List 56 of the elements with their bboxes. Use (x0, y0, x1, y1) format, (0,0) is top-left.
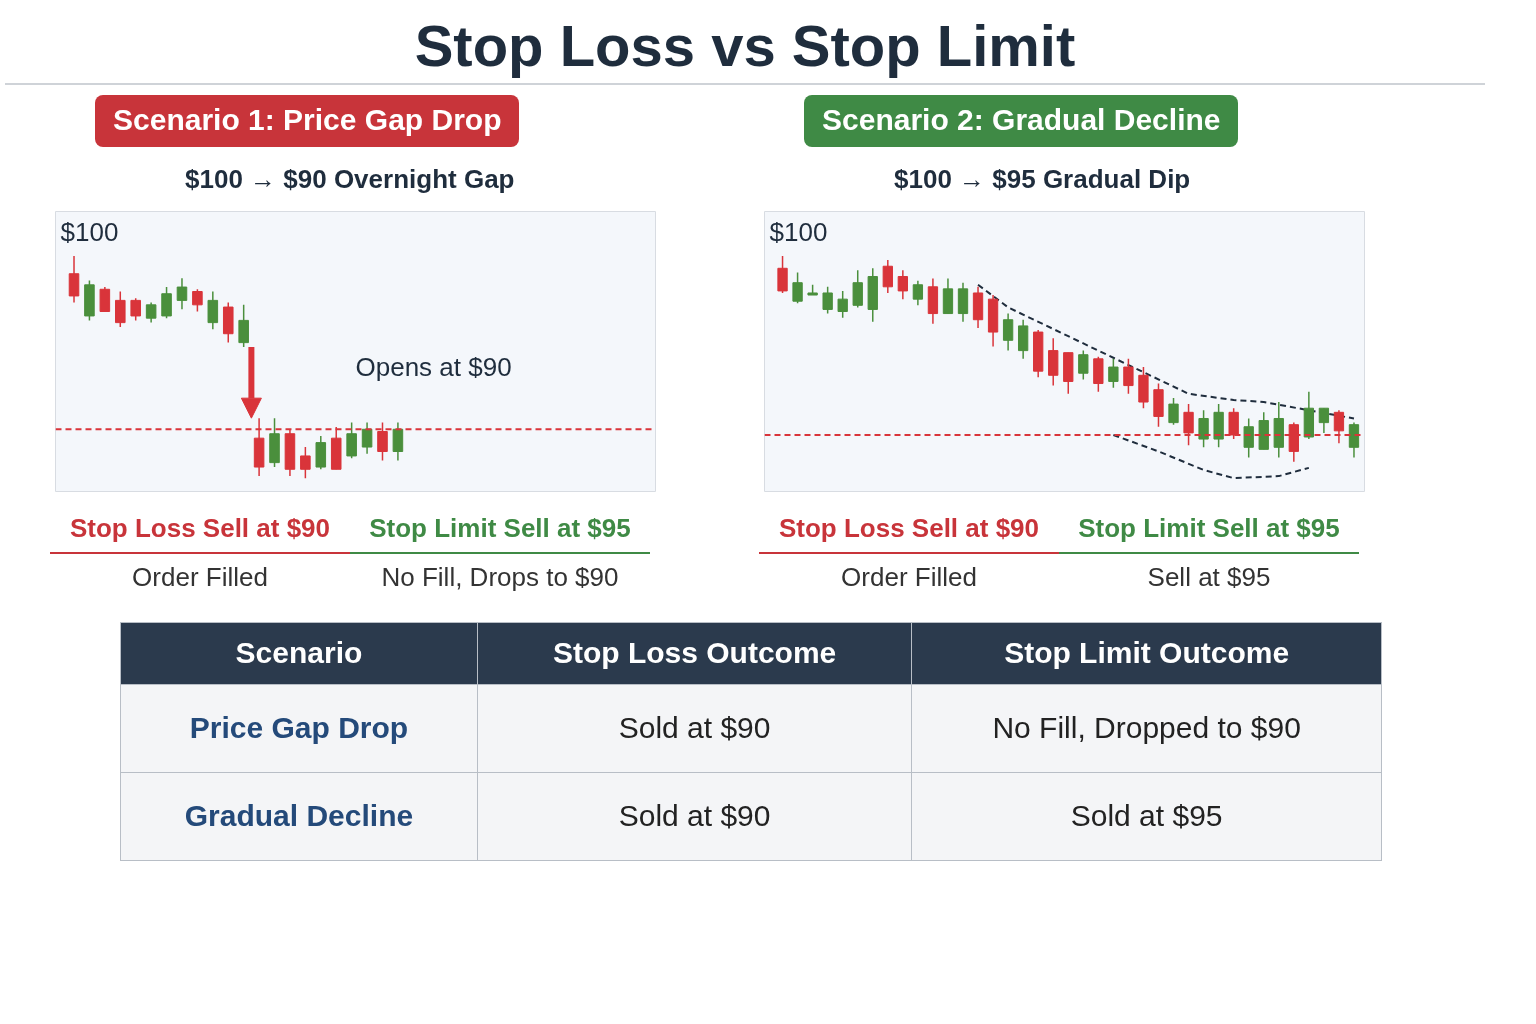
text: Gradual Decline (120, 772, 478, 861)
text: Order Filled (840, 561, 978, 595)
candlestick (1348, 421, 1360, 459)
candlestick (1078, 349, 1089, 381)
text: Stop Limit Sell at $95 (1059, 505, 1359, 554)
candlestick (882, 259, 893, 294)
text: Stop Limit Sell at $95 (350, 505, 650, 554)
chart-title: Scenario 1: Price Gap Drop (113, 102, 502, 138)
candlestick (130, 297, 141, 322)
candlestick (912, 279, 924, 307)
candlestick (392, 421, 404, 462)
text: Stop Loss Sell at $90 (759, 505, 1059, 554)
text: Stop Loss vs Stop Limit (414, 12, 1076, 80)
candlestick (1318, 407, 1330, 434)
candlestick (115, 290, 126, 328)
candlestick (1108, 358, 1119, 389)
candlestick (1002, 312, 1014, 352)
text: Sold at $90 (477, 684, 912, 773)
chart-subtitle: $100 → $90 Overnight Gap (185, 163, 515, 196)
candlestick (1123, 358, 1134, 395)
candlestick (777, 255, 788, 294)
candlestick (346, 421, 357, 459)
text: $100 (60, 216, 119, 247)
candlestick (207, 290, 219, 331)
text: Sold at $95 (911, 772, 1382, 861)
candlestick (176, 277, 188, 311)
candlestick (837, 290, 848, 319)
chart-title: Scenario 2: Gradual Decline (822, 102, 1221, 138)
category-label: Stop Loss Outcome (477, 622, 912, 685)
candlestick (161, 286, 172, 319)
text: No Fill, Drops to $90 (380, 561, 620, 595)
text: Stop Loss Sell at $90 (50, 505, 350, 554)
chart-subtitle: $100 → $95 Gradual Dip (894, 163, 1191, 196)
candlestick (1243, 417, 1254, 459)
candlestick (852, 269, 863, 309)
text: Sold at $90 (477, 772, 912, 861)
candlestick (822, 286, 833, 315)
category-label: Stop Limit Outcome (911, 622, 1382, 685)
text: No Fill, Dropped to $90 (911, 684, 1382, 773)
candlestick (238, 304, 249, 348)
candlestick (192, 288, 203, 313)
candlestick (1168, 397, 1179, 426)
candlestick (99, 286, 111, 313)
candlestick (1198, 409, 1209, 449)
text: Order Filled (131, 561, 269, 595)
candlestick (145, 301, 157, 324)
text: Sell at $95 (1146, 561, 1272, 595)
candlestick (300, 446, 311, 479)
text: Price Gap Drop (120, 684, 478, 773)
candlestick (792, 271, 803, 305)
candlestick (68, 255, 80, 304)
candlestick (897, 269, 909, 300)
annotation: Opens at $90 (355, 351, 512, 382)
category-label: Scenario (120, 622, 478, 685)
text: $100 (769, 216, 828, 247)
candlestick (361, 421, 373, 455)
